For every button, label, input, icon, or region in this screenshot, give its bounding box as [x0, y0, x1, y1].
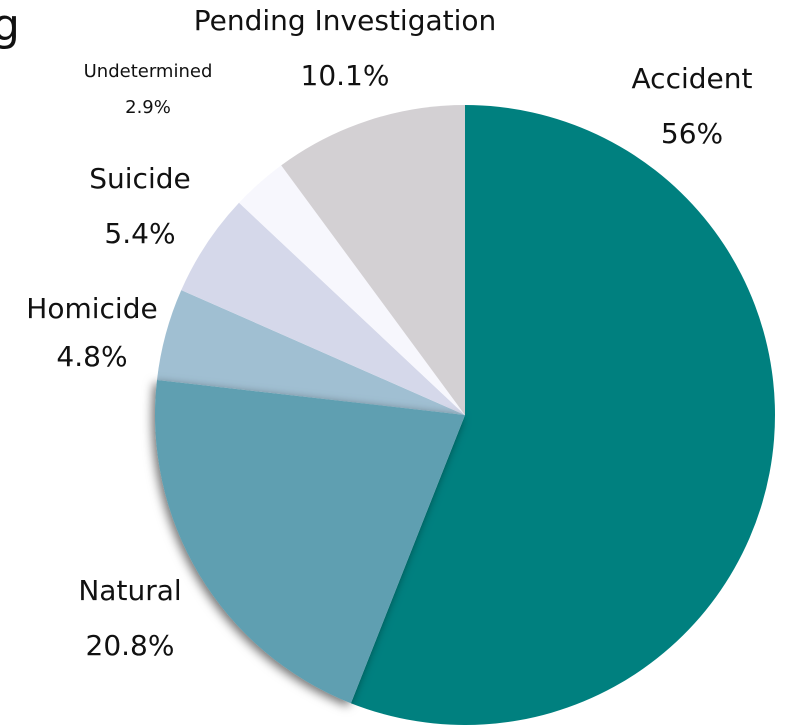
pie-slice [281, 105, 465, 415]
pie-slice [156, 290, 465, 415]
slice-label: Accident [632, 62, 753, 95]
slice-value-label: 20.8% [86, 629, 175, 662]
slice-value-label: 5.4% [104, 217, 175, 250]
slice-label: Homicide [26, 292, 157, 325]
slice-label: Undetermined [84, 61, 213, 82]
slice-value-label: 2.9% [125, 97, 171, 118]
slice-value-label: 10.1% [301, 59, 390, 92]
pie-slice [181, 202, 465, 415]
chart-title: g [0, 0, 20, 51]
pie-slice [350, 105, 776, 725]
slice-value-label: 56% [661, 117, 723, 150]
pie-slice [154, 380, 465, 704]
slice-label: Pending Investigation [194, 4, 497, 37]
slice-label: Natural [78, 574, 181, 607]
pie-slice [239, 165, 465, 415]
slice-label: Suicide [89, 162, 190, 195]
slice-value-label: 4.8% [56, 340, 127, 373]
